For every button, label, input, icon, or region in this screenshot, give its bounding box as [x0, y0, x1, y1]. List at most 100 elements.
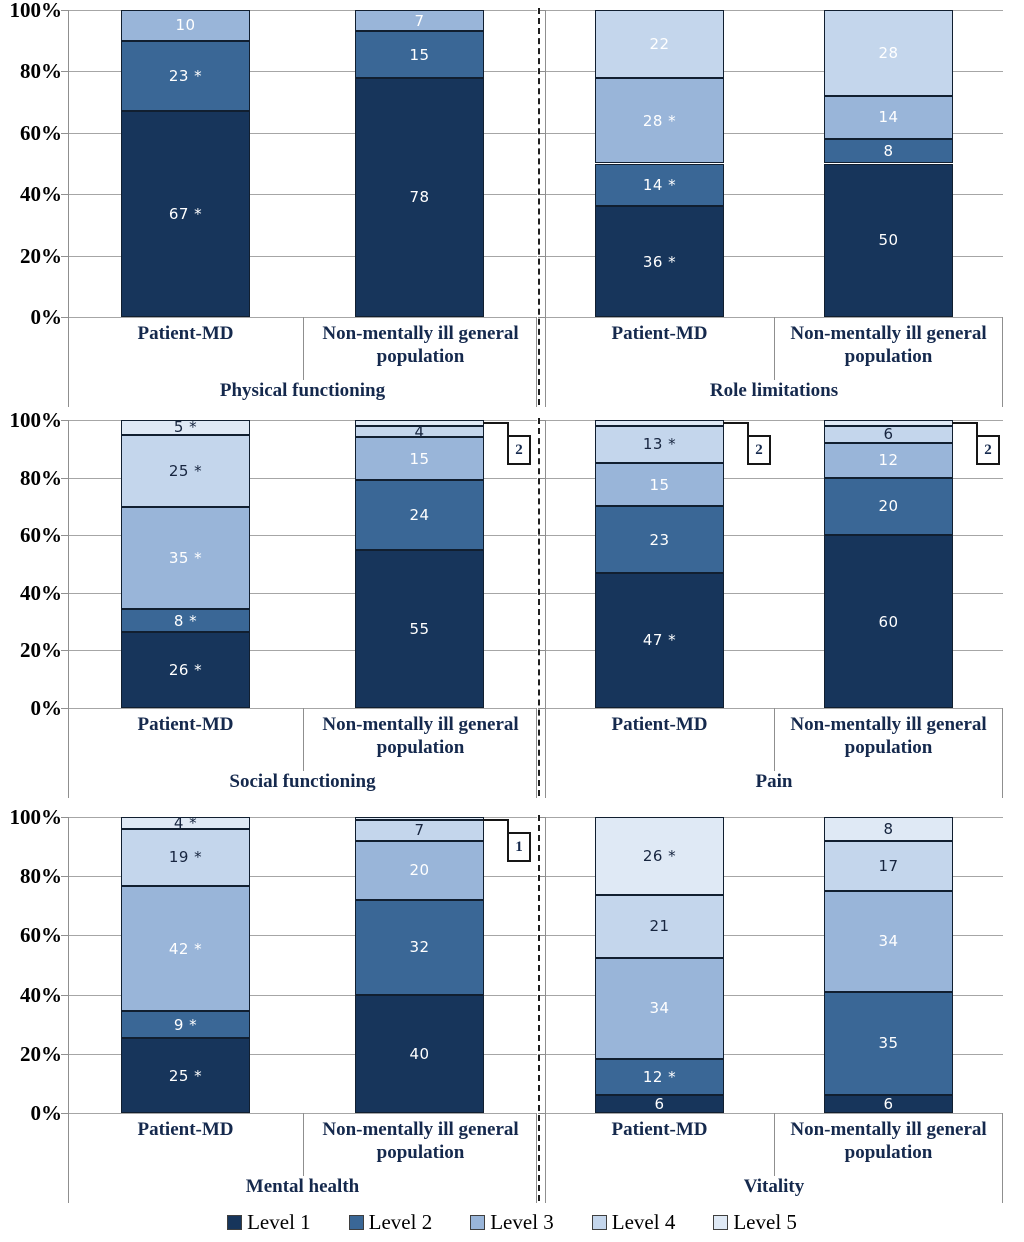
y-axis-tick — [538, 650, 545, 651]
segment-value-label: 50 — [878, 231, 899, 250]
segment-level-3 — [121, 507, 250, 610]
segment-level-5 — [121, 420, 250, 435]
legend-swatch-level-5 — [713, 1215, 729, 1230]
callout-connector-horizontal — [723, 422, 749, 424]
legend: Level 1 Level 2 Level 3 Level 4 Level 5 — [0, 1210, 1024, 1235]
label-area-right-border — [1002, 317, 1003, 407]
y-axis-tick — [538, 133, 545, 134]
segment-value-label: 6 — [883, 425, 894, 444]
segment-value-label: 15 — [409, 449, 430, 468]
y-axis-line — [545, 817, 546, 1113]
callout-connector-vertical — [507, 819, 509, 834]
y-axis-tick — [538, 593, 545, 594]
segment-level-2 — [121, 40, 250, 112]
gridline — [545, 817, 1003, 818]
segment-level-5 — [595, 817, 724, 895]
segment-value-label: 34 — [649, 999, 670, 1018]
segment-value-label: 5 * — [173, 418, 198, 437]
y-tick-label: 20% — [20, 243, 62, 268]
segment-value-label: 4 — [414, 422, 425, 441]
segment-value-label: 78 — [409, 188, 430, 207]
segment-level-3 — [595, 463, 724, 507]
segment-value-label: 6 — [883, 1095, 894, 1114]
segment-value-label: 28 * — [642, 111, 677, 130]
segment-level-4 — [355, 819, 484, 841]
gridline — [68, 593, 537, 594]
segment-value-label: 23 — [649, 530, 670, 549]
y-tick-label: 0% — [30, 696, 63, 720]
label-area-mid-border — [303, 317, 304, 380]
segment-value-label: 47 * — [642, 631, 677, 650]
gridline — [545, 535, 1003, 536]
segment-value-label: 14 — [878, 108, 899, 127]
gridline — [68, 1113, 537, 1114]
segment-level-1 — [824, 1095, 953, 1113]
panel-divider-dashed-line — [538, 418, 540, 796]
segment-value-label: 36 * — [642, 252, 677, 271]
y-axis-tick — [61, 71, 68, 72]
panel-divider-dashed-line — [538, 8, 540, 405]
segment-value-label: 67 * — [168, 205, 203, 224]
segment-level-1 — [355, 549, 484, 708]
segment-level-5 — [355, 817, 484, 820]
segment-level-1 — [121, 111, 250, 317]
segment-value-label: 12 — [878, 451, 899, 470]
y-axis-tick — [61, 535, 68, 536]
segment-value-label: 15 — [649, 475, 670, 494]
panel-title: Role limitations — [709, 380, 839, 401]
gridline — [68, 256, 537, 257]
segment-value-label: 6 — [654, 1095, 665, 1114]
segment-level-1 — [121, 1038, 250, 1113]
segment-level-3 — [121, 10, 250, 41]
segment-level-1 — [595, 1095, 724, 1113]
category-label: Non-mentally ill general population — [790, 1119, 987, 1163]
segment-level-5 — [824, 817, 953, 841]
gridline — [68, 1054, 537, 1055]
gridline — [68, 420, 537, 421]
y-tick-label: 60% — [20, 923, 62, 948]
y-axis-tick — [538, 995, 545, 996]
gridline — [68, 708, 537, 709]
gridline — [68, 995, 537, 996]
gridline — [68, 133, 537, 134]
gridline — [68, 817, 537, 818]
segment-value-label: 28 — [878, 43, 899, 62]
segment-level-1 — [595, 206, 724, 317]
segment-value-label: 17 — [878, 856, 899, 875]
callout-value-box: 2 — [507, 435, 531, 465]
segment-level-2 — [595, 163, 724, 207]
segment-value-label: 21 — [649, 917, 670, 936]
y-axis-tick — [61, 420, 68, 421]
legend-item-level-1: Level 1 — [227, 1210, 311, 1235]
segment-level-3 — [595, 77, 724, 164]
segment-value-label: 25 * — [168, 1066, 203, 1085]
y-axis-line — [545, 420, 546, 708]
label-area-mid-border — [774, 708, 775, 771]
label-area-left-border — [68, 1113, 69, 1203]
segment-value-label: 20 — [409, 861, 430, 880]
label-area-mid-border — [303, 708, 304, 771]
gridline — [68, 650, 537, 651]
y-tick-label: 20% — [20, 1041, 62, 1066]
label-area-right-border — [1002, 708, 1003, 798]
y-axis-tick — [61, 708, 68, 709]
panel-mental-health: 25 * 9 * 42 * 19 * 4 * 40 32 20 7 1 Patient-MD Non-… — [61, 814, 537, 1206]
y-axis-tick — [538, 817, 545, 818]
legend-label: Level 2 — [368, 1210, 433, 1234]
category-label: Non-mentally ill general population — [790, 323, 987, 367]
gridline — [68, 876, 537, 877]
y-axis-tick — [61, 317, 68, 318]
segment-value-label: 8 * — [173, 611, 198, 630]
segment-level-1 — [355, 77, 484, 317]
gridline — [545, 256, 1003, 257]
segment-value-label: 32 — [409, 938, 430, 957]
y-axis-tick — [538, 10, 545, 11]
legend-swatch-level-4 — [591, 1215, 607, 1230]
segment-value-label: 12 * — [642, 1068, 677, 1087]
y-axis-tick — [61, 10, 68, 11]
segment-level-2 — [355, 480, 484, 550]
y-axis-tick — [538, 317, 545, 318]
y-axis-tick — [538, 535, 545, 536]
segment-level-4 — [355, 425, 484, 438]
segment-level-2 — [121, 609, 250, 633]
